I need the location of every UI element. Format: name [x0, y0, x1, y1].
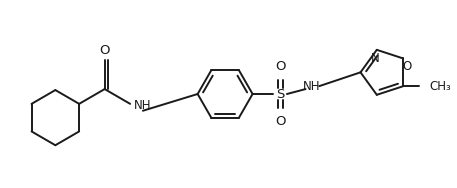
Text: NH: NH: [303, 80, 320, 93]
Text: O: O: [275, 60, 285, 73]
Text: NH: NH: [134, 99, 152, 112]
Text: N: N: [371, 52, 379, 65]
Text: O: O: [275, 115, 285, 128]
Text: CH₃: CH₃: [430, 80, 452, 93]
Text: O: O: [403, 60, 412, 73]
Text: O: O: [99, 44, 110, 57]
Text: S: S: [276, 87, 284, 101]
